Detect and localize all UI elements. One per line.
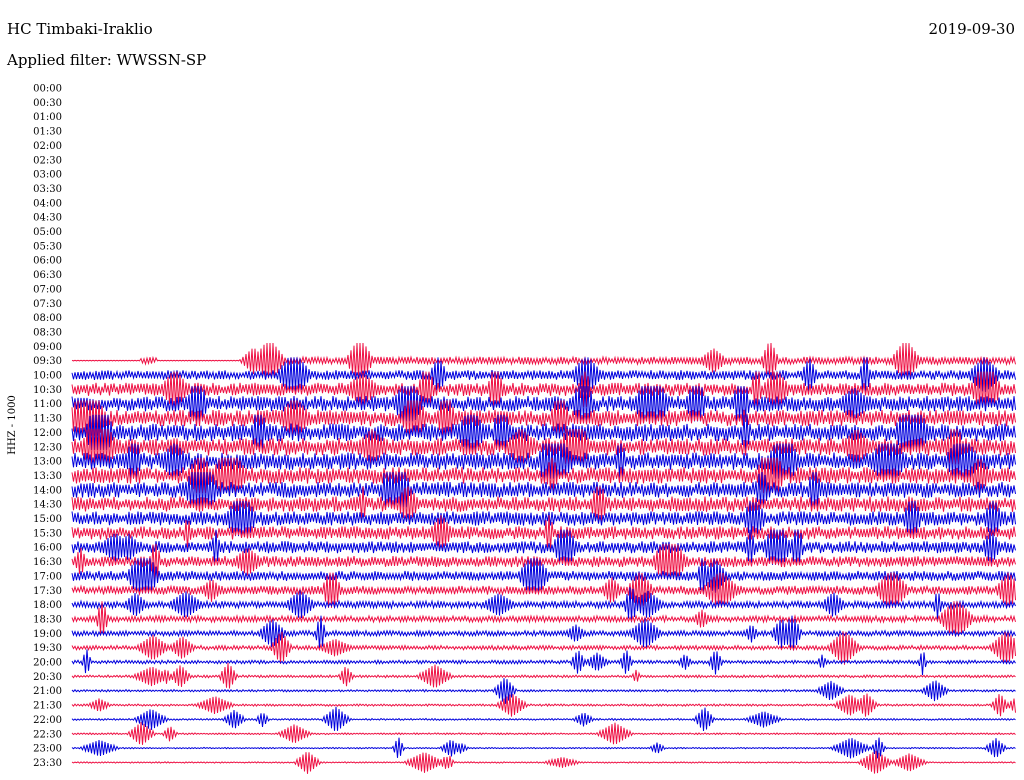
- trace-row-1430: [71, 486, 1016, 522]
- time-tick-label: 09:00: [33, 342, 62, 353]
- trace-row-2300: [71, 737, 1016, 759]
- time-tick-label: 19:30: [33, 643, 62, 654]
- trace-row-1800: [71, 587, 1016, 623]
- time-tick-label: 23:30: [33, 758, 62, 769]
- time-tick-label: 04:00: [33, 198, 62, 209]
- trace-row-1100: [71, 386, 1016, 422]
- trace-row-2100: [71, 678, 1016, 704]
- time-tick-label: 11:30: [33, 414, 62, 425]
- trace-row-1030: [71, 371, 1016, 407]
- trace-row-2230: [71, 722, 1016, 745]
- time-tick-label: 22:30: [33, 729, 62, 740]
- time-tick-label: 13:00: [33, 457, 62, 468]
- trace-row-1200: [71, 414, 1016, 451]
- time-tick-label: 05:30: [33, 241, 62, 252]
- filter-label: Applied filter: WWSSN-SP: [7, 51, 207, 69]
- time-tick-label: 12:00: [33, 428, 62, 439]
- time-tick-label: 07:00: [33, 284, 62, 295]
- time-tick-label: 16:00: [33, 543, 62, 554]
- time-tick-label: 20:30: [33, 672, 62, 683]
- time-tick-label: 02:00: [33, 141, 62, 152]
- time-tick-label: 14:00: [33, 485, 62, 496]
- trace-row-1830: [71, 601, 1016, 637]
- time-tick-label: 19:00: [33, 629, 62, 640]
- trace-row-0930: [71, 342, 1016, 379]
- time-axis: 00:00 00:30 01:00 01:30 02:00 02:30 03:00 03:30…: [33, 84, 62, 769]
- trace-row-1630: [71, 543, 1016, 580]
- time-tick-label: 06:30: [33, 270, 62, 281]
- time-tick-label: 16:30: [33, 557, 62, 568]
- time-tick-label: 22:00: [33, 715, 62, 726]
- trace-row-1730: [71, 572, 1016, 608]
- time-tick-label: 21:30: [33, 701, 62, 712]
- trace-row-1600: [71, 529, 1016, 565]
- time-tick-label: 09:30: [33, 356, 62, 367]
- time-tick-label: 10:30: [33, 385, 62, 396]
- time-tick-label: 13:30: [33, 471, 62, 482]
- time-tick-label: 21:00: [33, 686, 62, 697]
- time-tick-label: 05:00: [33, 227, 62, 238]
- trace-row-2030: [71, 662, 1016, 689]
- y-axis-label: HHZ - 1000: [7, 395, 18, 455]
- time-tick-label: 20:00: [33, 658, 62, 669]
- trace-row-2000: [71, 649, 1016, 676]
- trace-row-1230: [71, 429, 1016, 465]
- time-tick-label: 03:30: [33, 184, 62, 195]
- trace-row-1500: [71, 500, 1016, 537]
- trace-row-1700: [71, 558, 1016, 594]
- time-tick-label: 18:00: [33, 600, 62, 611]
- time-tick-label: 15:00: [33, 514, 62, 525]
- date-label: 2019-09-30: [928, 20, 1015, 38]
- station-title: HC Timbaki-Iraklio: [7, 20, 153, 38]
- time-tick-label: 03:00: [33, 170, 62, 181]
- trace-row-1300: [71, 443, 1016, 479]
- time-tick-label: 08:00: [33, 313, 62, 324]
- time-tick-label: 17:00: [33, 571, 62, 582]
- time-tick-label: 18:30: [33, 614, 62, 625]
- time-tick-label: 00:30: [33, 98, 62, 109]
- time-tick-label: 06:00: [33, 256, 62, 267]
- time-tick-label: 02:30: [33, 155, 62, 166]
- time-tick-label: 10:00: [33, 371, 62, 382]
- trace-row-1130: [71, 400, 1016, 436]
- time-tick-label: 11:00: [33, 399, 62, 410]
- time-tick-label: 08:30: [33, 327, 62, 338]
- trace-row-1000: [71, 357, 1016, 393]
- time-tick-label: 00:00: [33, 84, 62, 95]
- time-tick-label: 15:30: [33, 528, 62, 539]
- trace-row-2130: [71, 693, 1016, 717]
- time-tick-label: 07:30: [33, 299, 62, 310]
- time-tick-label: 01:30: [33, 127, 62, 138]
- time-tick-label: 14:30: [33, 500, 62, 511]
- time-tick-label: 12:30: [33, 442, 62, 453]
- time-tick-label: 04:30: [33, 213, 62, 224]
- time-tick-label: 17:30: [33, 586, 62, 597]
- trace-row-1930: [71, 631, 1016, 665]
- time-tick-label: 23:00: [33, 744, 62, 755]
- trace-row-1400: [71, 472, 1016, 508]
- time-tick-label: 01:00: [33, 112, 62, 123]
- trace-row-1900: [71, 615, 1016, 651]
- trace-row-2200: [71, 706, 1016, 732]
- trace-row-1330: [71, 457, 1016, 494]
- trace-row-2330: [71, 750, 1016, 774]
- trace-group: [71, 342, 1016, 774]
- trace-row-1530: [71, 515, 1016, 551]
